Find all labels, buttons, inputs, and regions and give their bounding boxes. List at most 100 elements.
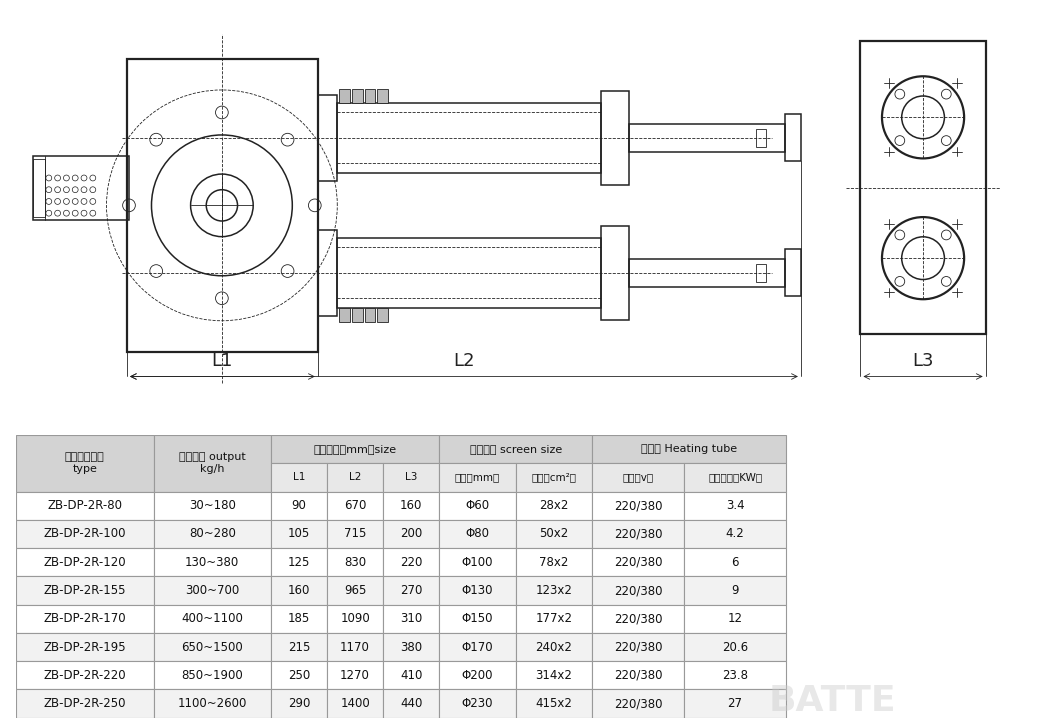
Bar (592, 492, 684, 520)
Text: 12: 12 (727, 613, 743, 625)
Bar (365, 89, 375, 103)
Bar (16, 605, 154, 633)
Bar (16, 435, 154, 492)
Text: 650~1500: 650~1500 (181, 641, 243, 653)
Bar (16, 492, 154, 520)
Bar (515, 576, 592, 605)
Text: 850~1900: 850~1900 (181, 669, 243, 682)
Bar (592, 633, 684, 661)
Bar (756, 264, 765, 281)
Text: 面積（cm²）: 面積（cm²） (531, 473, 577, 482)
Bar (628, 259, 785, 286)
Text: 電壓（v）: 電壓（v） (623, 473, 653, 482)
Text: Φ60: Φ60 (466, 500, 489, 512)
Text: L1: L1 (212, 352, 233, 370)
Bar (592, 661, 684, 689)
Text: 1090: 1090 (340, 613, 370, 625)
Text: 1170: 1170 (340, 641, 370, 653)
Bar (327, 605, 383, 633)
Bar (383, 576, 440, 605)
Bar (154, 689, 271, 718)
Bar (440, 576, 515, 605)
Text: 290: 290 (288, 697, 310, 710)
Text: Φ200: Φ200 (462, 669, 493, 682)
Bar (327, 463, 383, 492)
Text: 220/380: 220/380 (613, 500, 662, 512)
Text: 314x2: 314x2 (535, 669, 572, 682)
Bar (327, 492, 383, 520)
Bar (515, 463, 592, 492)
Text: 220/380: 220/380 (613, 584, 662, 597)
Bar (154, 520, 271, 548)
Text: 177x2: 177x2 (535, 613, 572, 625)
Bar (16, 548, 154, 576)
Bar (33, 160, 45, 217)
Text: BATTE: BATTE (768, 684, 896, 718)
Text: 加熱器 Heating tube: 加熱器 Heating tube (641, 444, 737, 454)
Text: 310: 310 (401, 613, 423, 625)
Bar (515, 661, 592, 689)
Bar (383, 661, 440, 689)
Text: 28x2: 28x2 (540, 500, 569, 512)
Bar (383, 463, 440, 492)
Bar (383, 689, 440, 718)
Text: 215: 215 (288, 641, 310, 653)
Bar (684, 463, 786, 492)
Text: 220/380: 220/380 (613, 697, 662, 710)
Bar (515, 548, 592, 576)
Bar (271, 435, 440, 463)
Text: 300~700: 300~700 (186, 584, 239, 597)
Text: 220/380: 220/380 (613, 669, 662, 682)
Text: L3: L3 (405, 473, 417, 482)
Text: ZB-DP-2R-250: ZB-DP-2R-250 (43, 697, 125, 710)
Text: L1: L1 (293, 473, 305, 482)
Bar (352, 308, 363, 322)
Bar (154, 576, 271, 605)
Text: 78x2: 78x2 (540, 556, 569, 568)
Text: 50x2: 50x2 (540, 528, 568, 540)
Bar (327, 633, 383, 661)
Text: 410: 410 (399, 669, 423, 682)
Text: 6: 6 (731, 556, 739, 568)
Bar (440, 605, 515, 633)
Text: 20.6: 20.6 (722, 641, 748, 653)
Bar (440, 633, 515, 661)
Bar (592, 548, 684, 576)
Text: 123x2: 123x2 (535, 584, 572, 597)
Text: 220/380: 220/380 (613, 641, 662, 653)
Bar (602, 226, 628, 320)
Bar (327, 520, 383, 548)
Text: Φ170: Φ170 (462, 641, 493, 653)
Text: ZB-DP-2R-220: ZB-DP-2R-220 (43, 669, 126, 682)
Bar (440, 520, 515, 548)
Text: ZB-DP-2R-120: ZB-DP-2R-120 (43, 556, 126, 568)
Text: ZB-DP-2R-170: ZB-DP-2R-170 (43, 613, 126, 625)
Text: 220/380: 220/380 (613, 528, 662, 540)
Bar (16, 520, 154, 548)
Bar (16, 576, 154, 605)
Bar (515, 605, 592, 633)
Bar (684, 605, 786, 633)
Bar (271, 492, 327, 520)
Text: ZB-DP-2R-100: ZB-DP-2R-100 (43, 528, 125, 540)
Bar (327, 689, 383, 718)
Bar (383, 633, 440, 661)
Bar (16, 633, 154, 661)
Text: 3.4: 3.4 (726, 500, 744, 512)
Text: Φ80: Φ80 (466, 528, 489, 540)
Bar (440, 661, 515, 689)
Bar (327, 548, 383, 576)
Bar (592, 435, 786, 463)
Bar (339, 308, 350, 322)
Bar (684, 661, 786, 689)
Bar (271, 548, 327, 576)
Text: 1270: 1270 (340, 669, 370, 682)
Bar (271, 605, 327, 633)
Bar (515, 689, 592, 718)
Bar (515, 520, 592, 548)
Bar (154, 605, 271, 633)
Bar (785, 249, 801, 297)
Bar (271, 463, 327, 492)
Text: 270: 270 (399, 584, 423, 597)
Text: Φ100: Φ100 (462, 556, 493, 568)
